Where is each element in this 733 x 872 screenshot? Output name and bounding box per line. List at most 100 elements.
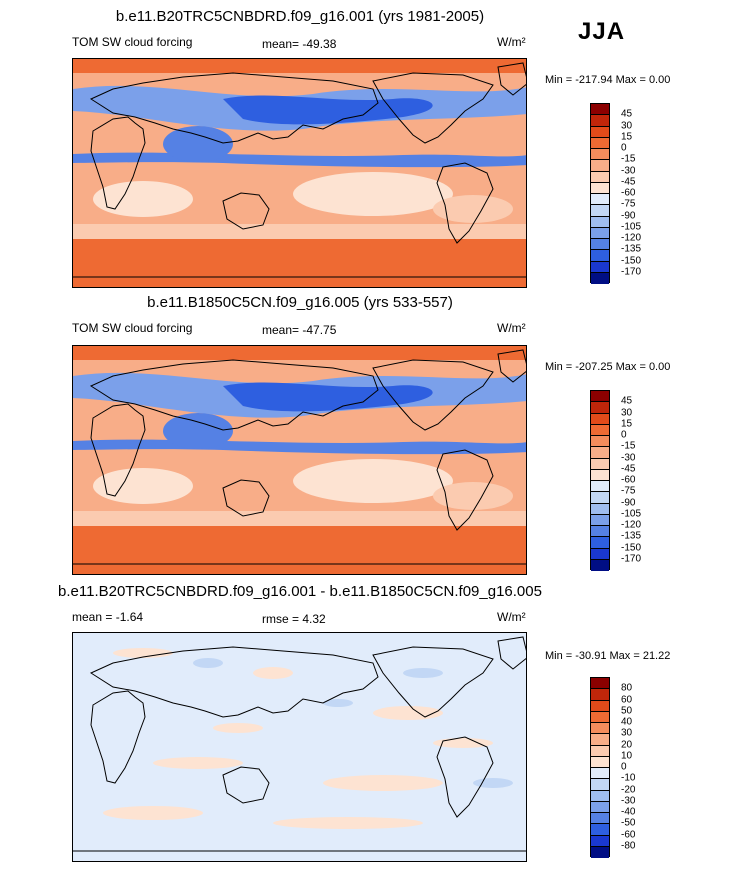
panel-1-map (72, 58, 527, 288)
colorbar-tick-label: -150 (621, 542, 642, 553)
colorbar-swatch (591, 548, 609, 560)
colorbar-tick-label: 15 (621, 131, 633, 143)
colorbar-swatch (591, 768, 609, 780)
colorbar-swatch (591, 402, 609, 414)
panel-3-rmse: rmse = 4.32 (262, 612, 326, 626)
colorbar-swatch (591, 514, 609, 526)
colorbar-swatch (591, 458, 609, 470)
colorbar-tick-label: -90 (621, 210, 636, 221)
panel-2-colorbar (590, 390, 610, 571)
map-canvas (73, 59, 526, 287)
colorbar-tick-label: 40 (621, 716, 633, 728)
colorbar-swatch (591, 261, 609, 273)
colorbar-tick-label: -20 (621, 784, 636, 795)
colorbar-tick-label: 45 (621, 108, 633, 120)
colorbar-tick-label: 0 (621, 761, 627, 773)
colorbar-swatch (591, 424, 609, 436)
colorbar-tick-label: 60 (621, 694, 633, 705)
colorbar-tick-label: -50 (621, 817, 636, 829)
colorbar-tick-label: -45 (621, 176, 636, 188)
colorbar-tick-label: 15 (621, 418, 633, 430)
panel-3-colorbar (590, 677, 610, 858)
colorbar-swatch (591, 734, 609, 746)
colorbar-tick-label: -10 (621, 772, 636, 784)
colorbar-tick-label: -75 (621, 198, 636, 210)
colorbar-swatch (591, 700, 609, 712)
colorbar-tick-label: -30 (621, 452, 636, 463)
colorbar-swatch (591, 835, 609, 847)
colorbar-tick-label: -170 (621, 553, 642, 565)
colorbar-tick-label: 0 (621, 142, 627, 154)
colorbar-tick-label: -75 (621, 485, 636, 497)
panel-3-units: W/m² (497, 610, 526, 624)
colorbar-swatch (591, 503, 609, 515)
colorbar-tick-label: -30 (621, 795, 636, 807)
colorbar-tick-label: 10 (621, 750, 633, 762)
colorbar-swatch (591, 250, 609, 262)
panel-1-title: b.e11.B20TRC5CNBDRD.f09_g16.001 (yrs 198… (115, 8, 485, 25)
colorbar-swatch (591, 391, 609, 403)
colorbar-swatch (591, 526, 609, 538)
colorbar-swatch (591, 537, 609, 549)
colorbar-swatch (591, 779, 609, 791)
colorbar-swatch (591, 115, 609, 127)
panel-1-field-label: TOM SW cloud forcing (72, 35, 193, 49)
colorbar-tick-label: -135 (621, 530, 642, 542)
colorbar-swatch (591, 790, 609, 802)
colorbar-tick-label: -45 (621, 463, 636, 475)
panel-2-title: b.e11.B1850C5CN.f09_g16.005 (yrs 533-557… (147, 294, 453, 311)
panel-3-map (72, 632, 527, 862)
panel-1-units: W/m² (497, 35, 526, 49)
colorbar-tick-label: -105 (621, 508, 642, 520)
colorbar-tick-label: -150 (621, 255, 642, 266)
colorbar-swatch (591, 689, 609, 701)
colorbar-tick-label: -120 (621, 519, 642, 531)
colorbar-swatch (591, 227, 609, 239)
colorbar-tick-label: -15 (621, 153, 636, 165)
colorbar-swatch (591, 194, 609, 206)
colorbar-tick-label: -90 (621, 497, 636, 508)
colorbar-tick-label: -80 (621, 840, 636, 852)
colorbar-swatch (591, 559, 609, 571)
panel-2-minmax: Min = -207.25 Max = 0.00 (545, 361, 671, 373)
colorbar-swatch (591, 436, 609, 448)
colorbar-tick-label: 30 (621, 407, 633, 418)
colorbar-tick-label: -60 (621, 187, 636, 199)
colorbar-swatch (591, 413, 609, 425)
panel-3-title: b.e11.B20TRC5CNBDRD.f09_g16.001 - b.e11.… (58, 583, 542, 600)
colorbar-swatch (591, 801, 609, 813)
panel-3-mean: mean = -1.64 (72, 610, 144, 624)
colorbar-swatch (591, 137, 609, 149)
colorbar-swatch (591, 678, 609, 690)
colorbar-swatch (591, 756, 609, 768)
colorbar-tick-label: -30 (621, 165, 636, 176)
colorbar-swatch (591, 813, 609, 825)
colorbar-tick-label: 20 (621, 739, 633, 750)
colorbar-tick-label: 80 (621, 682, 633, 694)
colorbar-swatch (591, 104, 609, 116)
map-canvas (73, 633, 526, 861)
colorbar-tick-label: -60 (621, 829, 636, 840)
colorbar-swatch (591, 149, 609, 161)
colorbar-swatch (591, 205, 609, 217)
colorbar-tick-label: -170 (621, 266, 642, 278)
colorbar-swatch (591, 481, 609, 493)
colorbar-tick-label: 30 (621, 727, 633, 739)
colorbar-swatch (591, 171, 609, 183)
colorbar-tick-label: 45 (621, 395, 633, 407)
colorbar-swatch (591, 447, 609, 459)
colorbar-swatch (591, 216, 609, 228)
colorbar-swatch (591, 492, 609, 504)
map-canvas (73, 346, 526, 574)
colorbar-swatch (591, 272, 609, 284)
colorbar-swatch (591, 745, 609, 757)
colorbar-swatch (591, 824, 609, 836)
colorbar-tick-label: -135 (621, 243, 642, 255)
colorbar-tick-label: -120 (621, 232, 642, 244)
colorbar-tick-label: -15 (621, 440, 636, 452)
colorbar-tick-label: -40 (621, 806, 636, 818)
panel-1-minmax: Min = -217.94 Max = 0.00 (545, 74, 671, 86)
panel-1-colorbar (590, 103, 610, 284)
panel-2-map (72, 345, 527, 575)
